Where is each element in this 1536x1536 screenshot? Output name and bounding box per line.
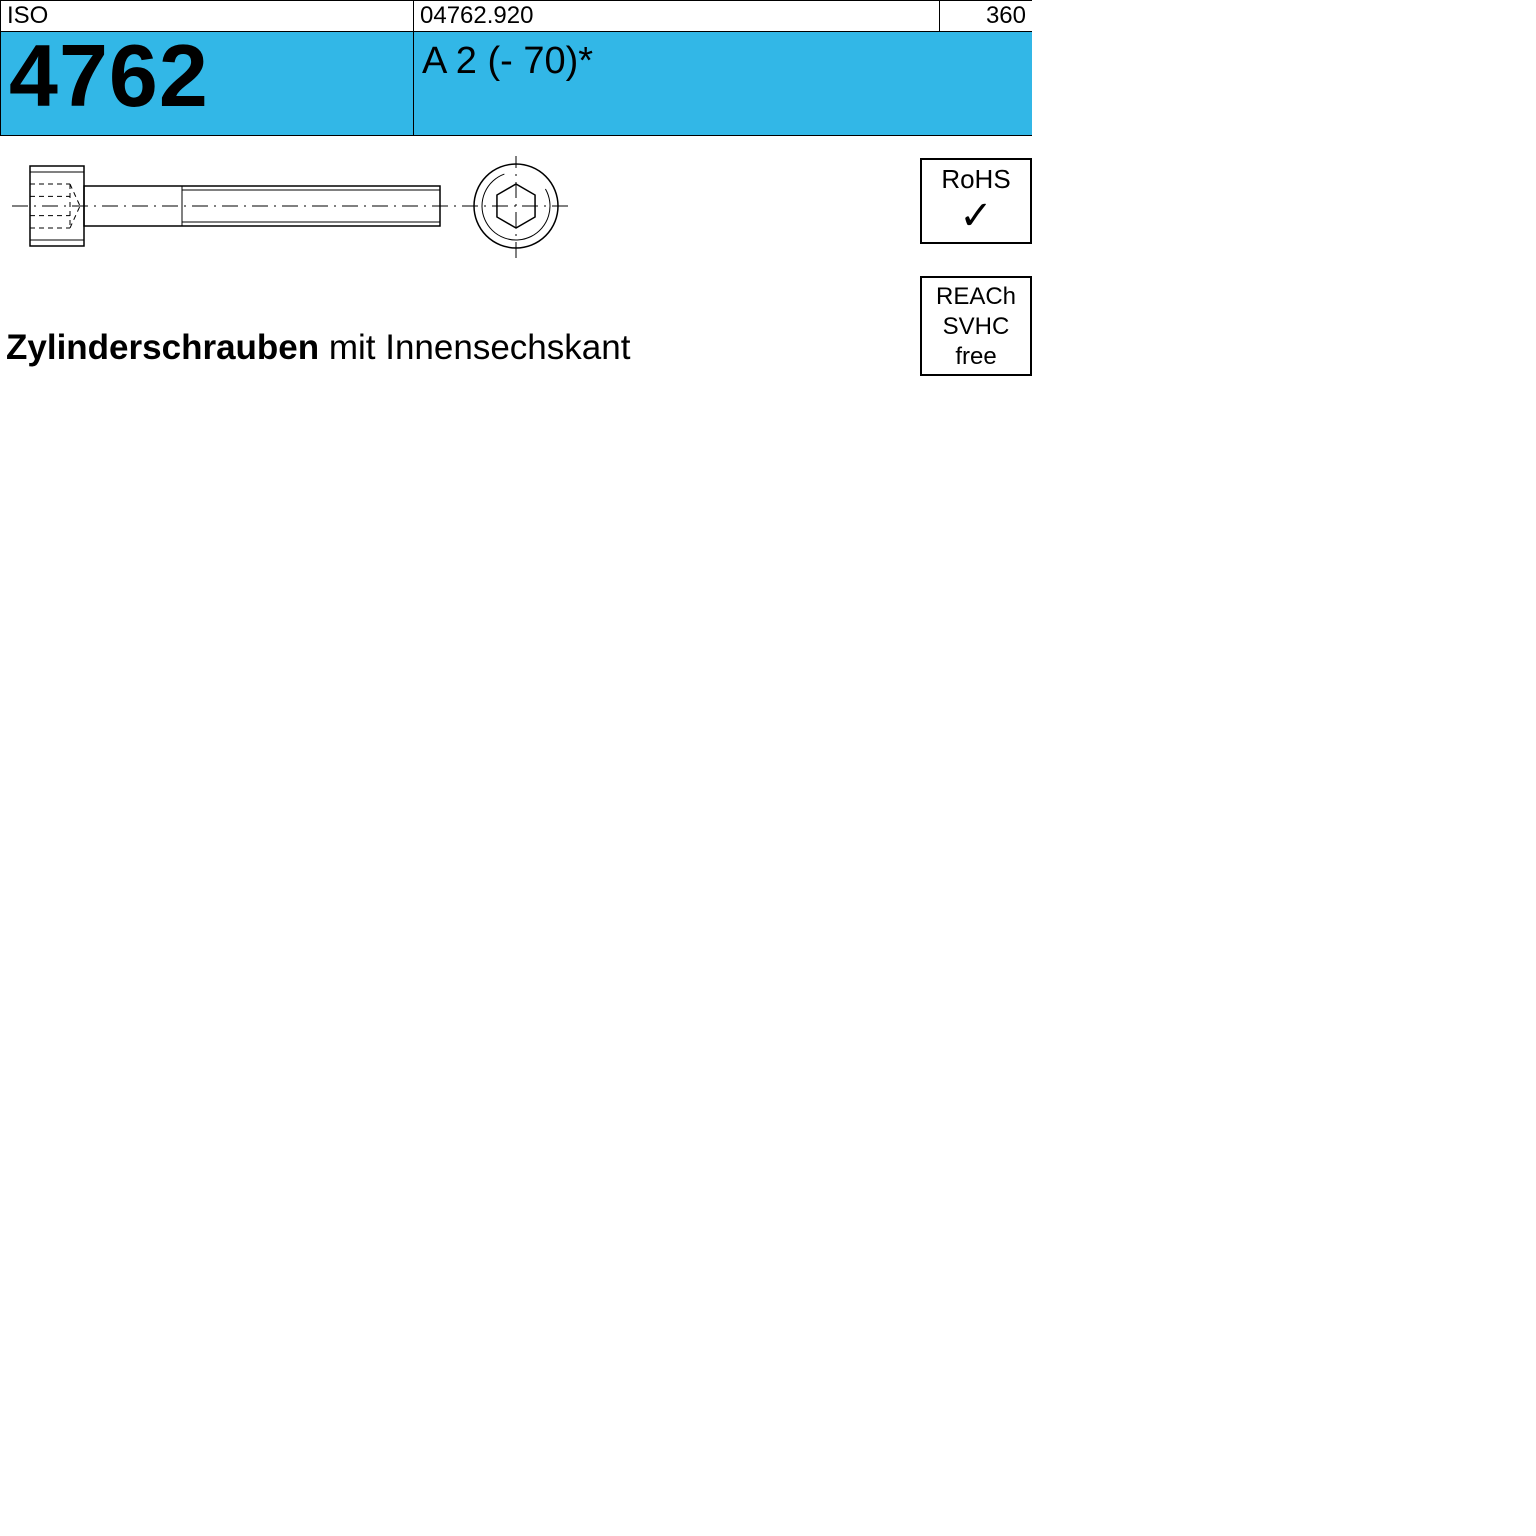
header-partcode: 04762.920 [414, 1, 940, 31]
reach-line2: SVHC [922, 312, 1030, 342]
spec-number: 4762 [9, 36, 209, 115]
header-qty: 360 [940, 1, 1032, 31]
bolt-diagram [10, 156, 590, 266]
reach-badge: REACh SVHC free [920, 276, 1032, 376]
description: Zylinderschrauben mit Innensechskant [6, 328, 630, 368]
rohs-title: RoHS [922, 166, 1030, 192]
rohs-badge: RoHS ✓ [920, 158, 1032, 244]
material: A 2 (- 70)* [422, 36, 593, 83]
description-rest: mit Innensechskant [319, 328, 630, 367]
description-bold: Zylinderschrauben [6, 328, 319, 367]
reach-line1: REACh [922, 282, 1030, 312]
spec-row: 4762 A 2 (- 70)* [0, 32, 1032, 136]
diagram-area: Zylinderschrauben mit Innensechskant RoH… [0, 136, 1032, 450]
rohs-check-icon: ✓ [922, 196, 1030, 236]
material-cell: A 2 (- 70)* [414, 32, 1032, 135]
spec-card: ISO 04762.920 360 4762 A 2 (- 70)* Zylin… [0, 0, 1032, 450]
spec-number-cell: 4762 [0, 32, 414, 135]
reach-line3: free [922, 342, 1030, 372]
